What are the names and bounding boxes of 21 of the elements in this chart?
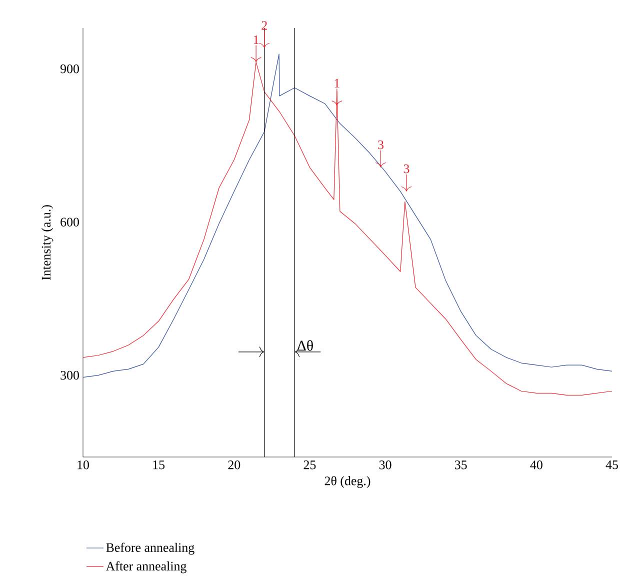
x-tick-label: 20 xyxy=(228,460,240,470)
annotation: 3 xyxy=(378,140,384,150)
annotation: 1 xyxy=(334,78,340,88)
legend-label: Before annealing xyxy=(106,542,194,555)
legend-label: After annealing xyxy=(106,561,186,574)
annotation: 1 xyxy=(254,35,259,44)
annotation: 3 xyxy=(404,164,410,174)
y-axis-title: Intensity (a.u.) xyxy=(41,205,54,280)
x-axis-title: 2θ (deg.) xyxy=(324,476,370,488)
x-tick-label: 10 xyxy=(78,460,89,470)
ref-line-label: Δθ xyxy=(297,340,313,351)
y-tick-label: 900 xyxy=(60,64,79,74)
x-tick-label: 40 xyxy=(530,460,542,470)
y-tick-label: 300 xyxy=(60,370,79,380)
annotation: 2 xyxy=(262,21,267,30)
x-tick-label: 45 xyxy=(606,460,618,470)
x-tick-label: 35 xyxy=(455,460,467,470)
x-tick-label: 15 xyxy=(153,460,165,470)
x-tick-label: 30 xyxy=(379,460,392,470)
x-tick-label: 25 xyxy=(304,460,316,470)
y-tick-label: 600 xyxy=(60,218,79,226)
